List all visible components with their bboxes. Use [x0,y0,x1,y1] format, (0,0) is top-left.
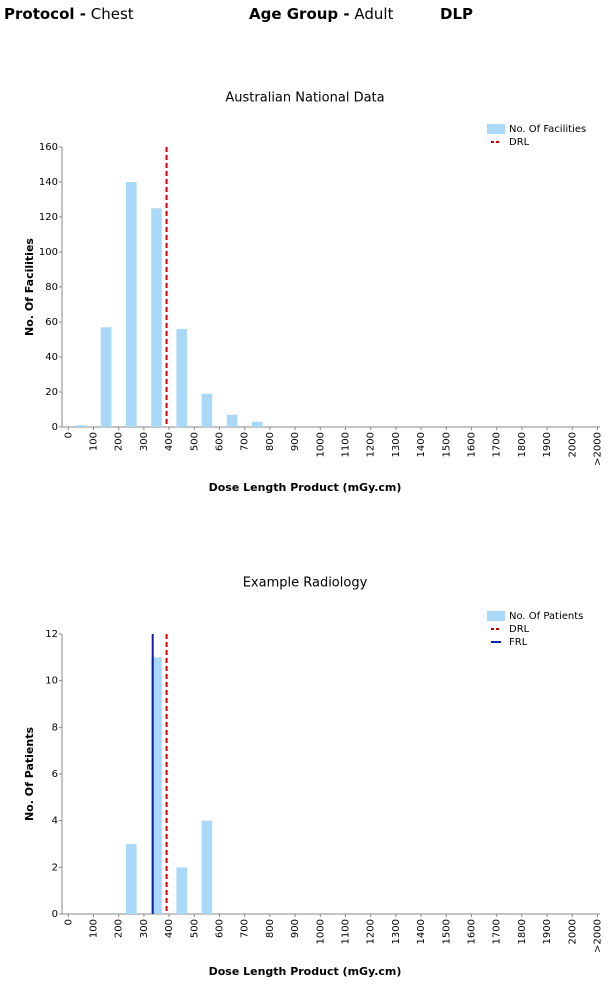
x-tick-label: 0 [63,919,74,925]
value: Adult [354,5,393,23]
x-tick-label: 400 [164,919,175,938]
label: Protocol - [4,5,86,23]
x-tick-label: 2000 [567,919,578,944]
legend-label: No. Of Patients [509,611,583,622]
y-tick-label: 20 [45,387,58,398]
x-tick-label: >2000 [592,919,603,953]
bar [176,329,187,427]
x-tick-label: 0 [63,432,74,438]
x-tick-label: 700 [240,432,251,451]
header-age: Age Group - Adult [249,5,394,23]
y-tick-label: 40 [45,352,58,363]
x-tick-label: >2000 [592,432,603,466]
legend-label: No. Of Facilities [509,124,586,135]
label: DLP [440,5,473,23]
legend-swatch [487,611,505,621]
x-tick-label: 1000 [315,432,326,457]
x-tick-label: 1800 [517,432,528,457]
legend-label: FRL [509,637,528,648]
x-tick-label: 200 [114,919,125,938]
x-tick-label: 1100 [340,919,351,944]
x-tick-label: 600 [214,919,225,938]
bar [252,421,263,427]
x-tick-label: 1200 [366,432,377,457]
x-tick-label: 1900 [542,432,553,457]
chart-title: Example Radiology [243,576,368,591]
x-tick-label: 100 [88,919,99,938]
x-tick-label: 900 [290,432,301,451]
x-tick-label: 300 [139,432,150,451]
y-tick-label: 0 [52,909,58,920]
x-tick-label: 1300 [391,919,402,944]
x-axis-label: Dose Length Product (mGy.cm) [209,481,402,494]
bar [176,867,187,914]
y-tick-label: 8 [52,722,58,733]
y-tick-label: 6 [52,769,58,780]
y-tick-label: 0 [52,422,58,433]
legend-swatch [487,124,505,134]
x-tick-label: 2000 [567,432,578,457]
legend-label: DRL [509,624,530,635]
x-tick-label: 600 [214,432,225,451]
y-tick-label: 2 [52,862,58,873]
x-tick-label: 800 [265,432,276,451]
y-tick-label: 140 [39,177,58,188]
x-tick-label: 1700 [492,919,503,944]
x-tick-label: 1100 [340,432,351,457]
bar [126,844,137,914]
x-tick-label: 1500 [441,919,452,944]
x-tick-label: 500 [189,919,200,938]
x-tick-label: 700 [240,919,251,938]
chart-title: Australian National Data [225,91,384,106]
bar [75,425,87,427]
x-tick-label: 1000 [315,919,326,944]
y-axis-label: No. Of Patients [23,727,36,822]
x-tick-label: 1700 [492,432,503,457]
y-tick-label: 60 [45,317,58,328]
x-tick-label: 1800 [517,919,528,944]
x-tick-label: 1400 [416,919,427,944]
y-tick-label: 160 [39,142,58,153]
bar [126,182,137,427]
x-tick-label: 1600 [466,919,477,944]
x-tick-label: 300 [139,919,150,938]
y-tick-label: 12 [45,629,58,640]
x-tick-label: 500 [189,432,200,451]
legend-label: DRL [509,137,530,148]
y-tick-label: 120 [39,212,58,223]
x-tick-label: 1300 [391,432,402,457]
bar [151,208,162,427]
label: Age Group - [249,5,350,23]
x-tick-label: 900 [290,919,301,938]
bar [201,820,213,914]
header-metric: DLP [440,5,473,23]
x-tick-label: 200 [114,432,125,451]
x-tick-label: 1900 [542,919,553,944]
x-tick-label: 800 [265,919,276,938]
bar [151,657,162,914]
bar [226,414,238,427]
x-tick-label: 1500 [441,432,452,457]
y-tick-label: 100 [39,247,58,258]
y-tick-label: 80 [45,282,58,293]
x-tick-label: 1600 [466,432,477,457]
x-tick-label: 1200 [366,919,377,944]
bar [201,393,213,427]
x-tick-label: 400 [164,432,175,451]
y-tick-label: 4 [52,816,58,827]
x-tick-label: 100 [88,432,99,451]
y-axis-label: No. Of Facilities [23,238,36,336]
bar [100,327,112,427]
y-tick-label: 10 [45,676,58,687]
x-axis-label: Dose Length Product (mGy.cm) [209,965,402,978]
value: Chest [91,5,134,23]
x-tick-label: 1400 [416,432,427,457]
header-protocol: Protocol - Chest [4,5,134,23]
